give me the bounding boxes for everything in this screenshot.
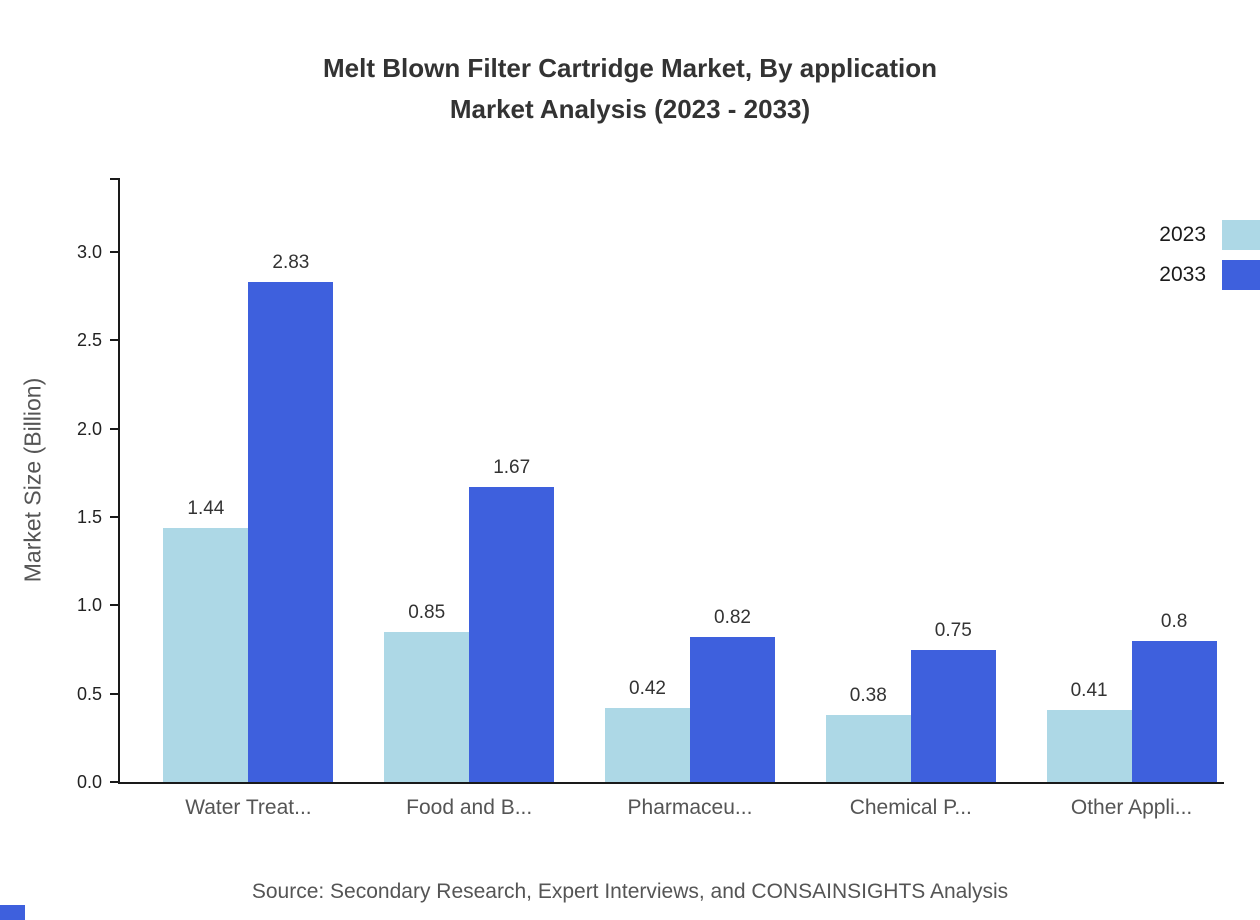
- chart-title-line2: Market Analysis (2023 - 2033): [449, 94, 811, 124]
- legend-label: 2023: [1159, 223, 1206, 246]
- bar-2023: [163, 527, 249, 782]
- bar-2033: [248, 282, 334, 782]
- bar-2033: [910, 649, 996, 782]
- legend-swatch: [1222, 260, 1260, 290]
- y-tick: 1.0: [46, 596, 118, 614]
- y-tick: 0.5: [46, 685, 118, 703]
- chart-title: Melt Blown Filter Cartridge Market, By a…: [0, 48, 1260, 130]
- bar-value-label: 0.41: [1070, 679, 1108, 701]
- bar-2023: [605, 707, 690, 782]
- bar-value-label: 0.38: [849, 684, 887, 706]
- y-tick: 3.0: [46, 243, 118, 261]
- y-tick-mark: [110, 251, 118, 254]
- bar-value-label: 1.67: [493, 457, 531, 479]
- legend-swatch: [1222, 220, 1260, 250]
- bar-value-label: 0.8: [1160, 610, 1188, 632]
- y-tick-mark: [110, 692, 118, 695]
- y-tick-label: 1.0: [76, 595, 102, 616]
- x-category-label: Chemical P...: [849, 796, 972, 819]
- y-tick-label: 0.0: [76, 772, 102, 792]
- y-tick-mark: [110, 339, 118, 342]
- bar-2033: [690, 637, 775, 782]
- y-tick-mark: [110, 427, 118, 430]
- x-category-label: Pharmaceu...: [627, 796, 753, 819]
- y-axis-title: Market Size (Billion): [19, 377, 46, 583]
- bar-value-label: 1.44: [187, 497, 225, 519]
- y-tick: 1.5: [46, 508, 118, 526]
- bar-value-label: 0.85: [408, 601, 446, 623]
- bar-value-label: 2.83: [272, 252, 310, 274]
- y-tick-mark: [110, 604, 118, 607]
- y-tick-label: 3.0: [76, 242, 102, 263]
- bar-2023: [384, 631, 470, 782]
- corner-accent: [0, 905, 25, 920]
- y-tick: 0.0: [46, 773, 118, 791]
- bar-2033: [1131, 640, 1217, 782]
- y-tick-mark: [110, 781, 118, 783]
- y-tick: 2.0: [46, 420, 118, 438]
- y-tick-label: 1.5: [76, 507, 102, 528]
- y-tick: 2.5: [46, 331, 118, 349]
- bar-2023: [1046, 709, 1132, 782]
- y-axis-top-tick: [110, 178, 118, 180]
- bar-value-label: 0.75: [934, 619, 972, 641]
- bar-2033: [469, 487, 555, 782]
- source-note: Source: Secondary Research, Expert Inter…: [251, 880, 1009, 903]
- chart-title-line1: Melt Blown Filter Cartridge Market, By a…: [323, 53, 937, 83]
- x-category-label: Food and B...: [406, 796, 533, 819]
- y-tick-label: 2.5: [76, 330, 102, 351]
- bar-2023: [825, 714, 911, 782]
- x-category-label: Water Treat...: [185, 796, 312, 819]
- legend-label: 2033: [1159, 263, 1206, 286]
- legend: 2023 2033: [1159, 220, 1260, 290]
- y-tick-label: 2.0: [76, 418, 102, 439]
- legend-item: 2033: [1159, 260, 1260, 290]
- y-tick-mark: [110, 516, 118, 519]
- plot-area: 0.0 0.5 1.0 1.5 2.0 2.5 3.0 Water Treat... 1.44 2…: [77, 178, 1224, 819]
- x-category-label: Other Appli...: [1070, 796, 1193, 819]
- bar-value-label: 0.42: [629, 677, 666, 699]
- bar-value-label: 0.82: [714, 607, 751, 629]
- y-tick-label: 0.5: [76, 683, 102, 704]
- legend-item: 2023: [1159, 220, 1260, 250]
